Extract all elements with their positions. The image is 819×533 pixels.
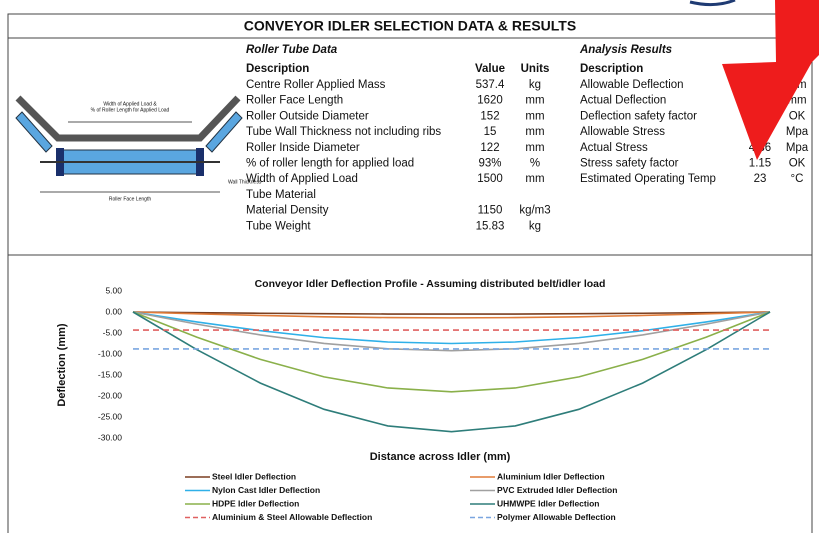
series-line [132,311,771,315]
cell: Roller Outside Diameter [246,110,369,122]
cell: Allowable Deflection [580,79,684,91]
x-axis-title: Distance across Idler (mm) [370,451,511,463]
cell: Actual Stress [580,142,648,154]
content: Roller Tube Data Description Value Units Cen… [56,44,809,522]
cell: Stress safety factor [580,158,679,170]
cell: 1.15 [749,158,771,170]
annotation-arrow [689,0,819,160]
cell: 15 [484,126,497,138]
y-tick-label: -15.00 [98,369,122,379]
y-tick-label: -10.00 [98,348,122,358]
legend-label: Aluminium & Steel Allowable Deflection [212,512,372,522]
cell: 1500 [477,173,503,185]
red-arrow [722,0,819,160]
cell: 537.4 [476,79,505,91]
cell: mm [787,95,806,107]
cell: mm [525,95,544,107]
cell: % [530,158,540,170]
column-header: Value [475,63,505,75]
chart-title: Conveyor Idler Deflection Profile - Assu… [255,278,606,290]
cell: Centre Roller Applied Mass [246,79,386,91]
cell: kg [529,79,541,91]
diagram-label: Wall Thickness [228,179,262,185]
cell: mm [525,142,544,154]
column-header: Description [580,63,643,75]
cell: mm [525,110,544,122]
cell: % of roller length for applied load [246,158,414,170]
cell: Actual Deflection [580,95,666,107]
cell: 15.83 [476,220,505,232]
cell: Mpa [786,126,809,138]
cell: Estimated Operating Temp [580,173,716,185]
y-tick-label: 5.00 [105,285,122,295]
table-title: Roller Tube Data [246,44,338,56]
cell: 1150 [478,205,503,217]
cell: Width of Applied Load [246,173,358,185]
cell: 152 [480,110,499,122]
cell: OK [789,158,806,170]
y-axis-title: Deflection (mm) [56,323,68,406]
cell: Roller Inside Diameter [246,142,360,154]
cell: Mpa [786,142,809,154]
cell: Tube Material [246,189,316,201]
diagram-label: Width of Applied Load & [103,101,157,107]
cell: Material Density [246,205,329,217]
legend-label: Nylon Cast Idler Deflection [212,485,320,495]
cell: OK [789,110,806,122]
y-tick-label: 0.00 [105,306,122,316]
column-header: Description [246,63,309,75]
legend-label: UHMWPE Idler Deflection [497,498,599,508]
series-line [132,311,771,319]
cell: 93% [478,158,501,170]
cell: Tube Wall Thickness not including ribs [246,126,441,138]
cell: 122 [480,142,499,154]
cell: 23 [754,173,767,185]
cell: kg/m3 [519,205,550,217]
table-title: Analysis Results [579,44,672,56]
series-line [132,311,771,345]
sheet-border [7,13,813,533]
y-tick-label: -20.00 [98,390,122,400]
y-tick-label: -5.00 [103,327,123,337]
belt [15,95,241,142]
wing-roller [205,111,243,153]
y-tick-label: -30.00 [98,432,122,442]
arrow-stroke [689,0,736,7]
column-header: Units [521,63,550,75]
legend-label: Polymer Allowable Deflection [497,512,616,522]
sheet-title: CONVEYOR IDLER SELECTION DATA & RESULTS [244,18,576,34]
cell: °C [791,173,804,185]
cell: Roller Face Length [246,95,343,107]
cell: Allowable Stress [580,126,665,138]
cell: Deflection safety factor [580,110,697,122]
diagram-label: Roller Face Length [109,196,151,202]
y-tick-label: -25.00 [98,411,122,421]
legend-label: Aluminium Idler Deflection [497,471,605,481]
legend-label: PVC Extruded Idler Deflection [497,485,617,495]
diagram-label: % of Roller Length for Applied Load [91,107,170,113]
series-line [132,311,771,393]
cell: kg [529,220,541,232]
series-line [132,311,771,352]
wing-roller [15,111,53,153]
cell: mm [525,126,544,138]
cell: Tube Weight [246,220,311,232]
legend-label: Steel Idler Deflection [212,471,296,481]
idler-diagram: Width of Applied Load & % of Roller Leng… [15,95,262,202]
legend-label: HDPE Idler Deflection [212,498,299,508]
cell: 1620 [477,95,503,107]
series-line [132,311,771,433]
cell: mm [525,173,544,185]
